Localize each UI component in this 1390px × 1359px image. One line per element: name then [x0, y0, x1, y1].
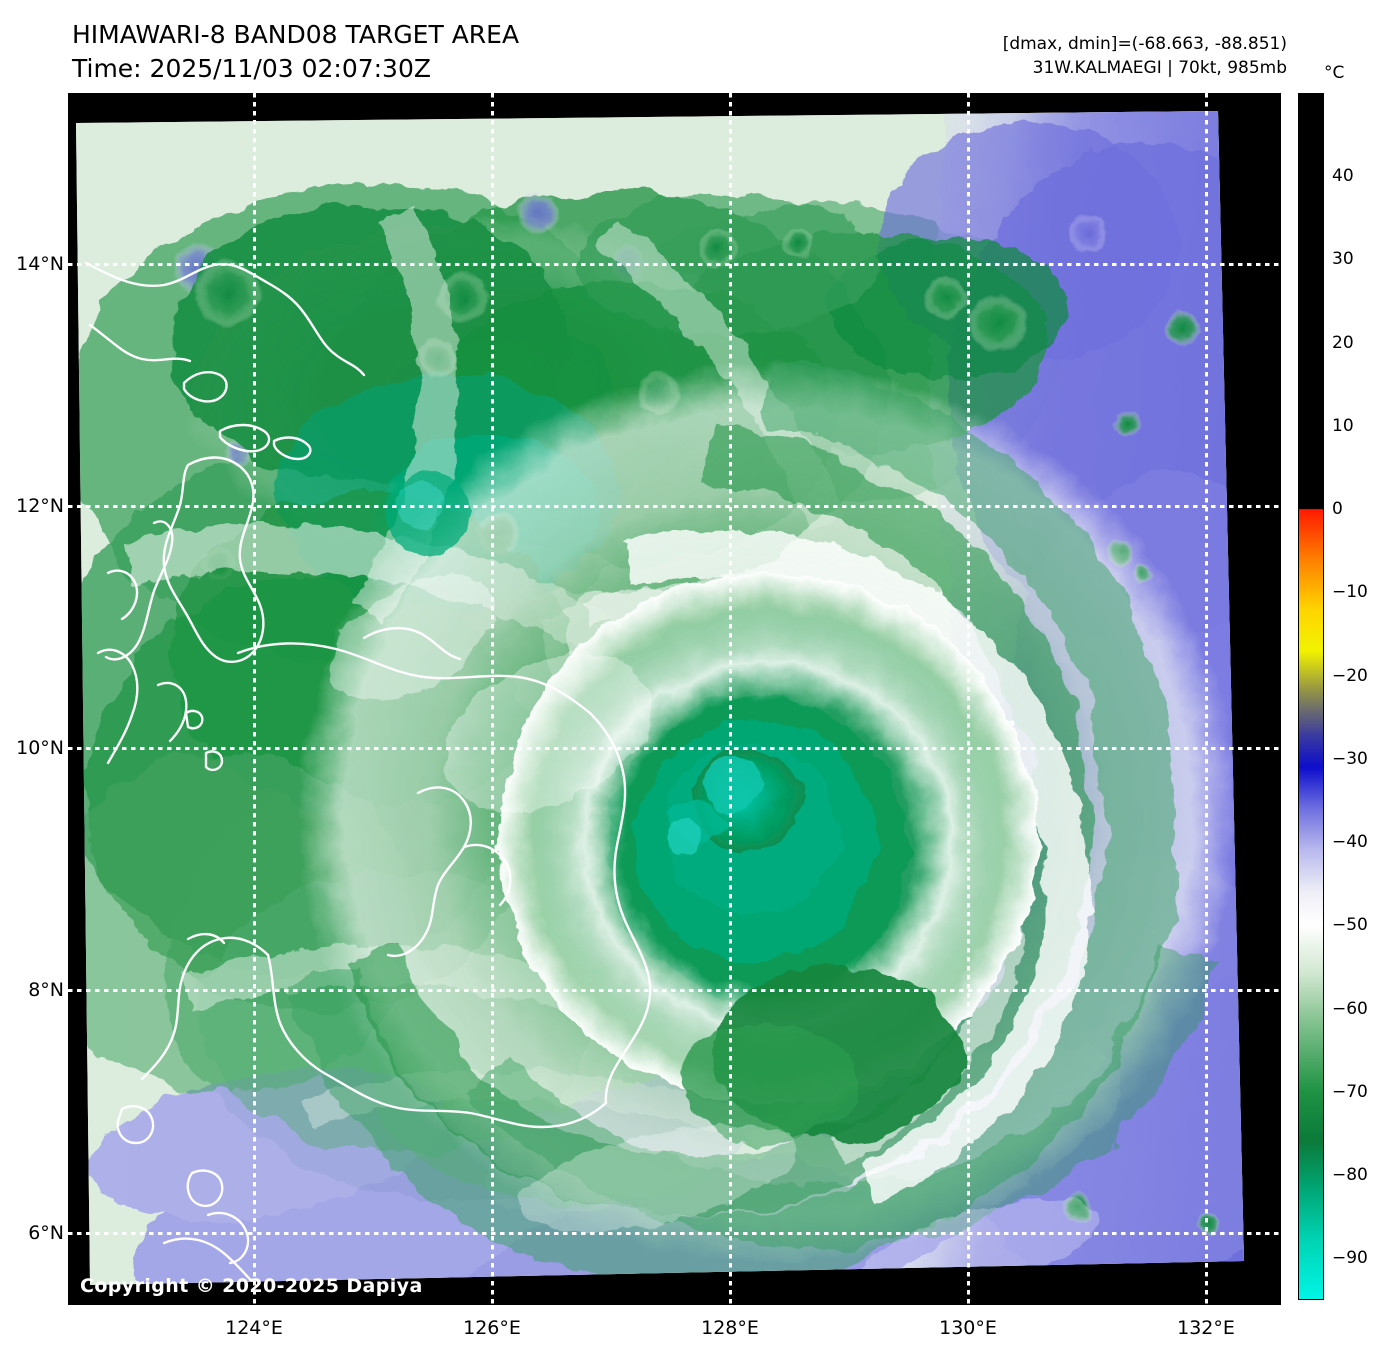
colorbar-gradient [1299, 94, 1323, 1299]
colorbar-tick-10: 10 [1332, 415, 1354, 436]
ytick-label-12N: 12°N [16, 495, 64, 517]
ytick-label-6N: 6°N [28, 1222, 64, 1244]
observation-time: Time: 2025/11/03 02:07:30Z [72, 54, 431, 83]
xtick-label-132E: 132°E [1177, 1317, 1235, 1339]
gridline-lat-12 [68, 505, 1281, 508]
colorbar-tick-40: 40 [1332, 166, 1354, 187]
satellite-imagery [68, 93, 1281, 1305]
metadata-block: [dmax, dmin]=(-68.663, -88.851) 31W.KALM… [1003, 32, 1287, 80]
dmax-dmin-label: [dmax, dmin]=(-68.663, -88.851) [1002, 34, 1287, 54]
xtick-label-130E: 130°E [939, 1317, 997, 1339]
xtick-label-126E: 126°E [463, 1317, 521, 1339]
colorbar-tick-neg10: −10 [1332, 582, 1368, 603]
colorbar-tick-neg70: −70 [1332, 1081, 1368, 1102]
colorbar[interactable] [1298, 93, 1324, 1300]
gridline-lat-8 [68, 989, 1281, 992]
gridline-lon-132 [1205, 93, 1208, 1305]
colorbar-tick-neg30: −30 [1332, 748, 1368, 769]
page-title: HIMAWARI-8 BAND08 TARGET AREA Time: 2025… [72, 18, 519, 86]
colorbar-tick-neg90: −90 [1332, 1248, 1368, 1269]
gridline-lon-128 [729, 93, 732, 1305]
gridline-lat-6 [68, 1232, 1281, 1235]
ytick-label-10N: 10°N [16, 737, 64, 759]
colorbar-tick-20: 20 [1332, 332, 1354, 353]
gridline-lat-10 [68, 747, 1281, 750]
colorbar-tick-neg80: −80 [1332, 1165, 1368, 1186]
colorbar-tick-0: 0 [1332, 499, 1343, 520]
colorbar-tick-neg40: −40 [1332, 832, 1368, 853]
colorbar-tick-neg50: −50 [1332, 915, 1368, 936]
colorbar-tick-neg60: −60 [1332, 998, 1368, 1019]
gridline-lat-14 [68, 263, 1281, 266]
copyright-notice: Copyright © 2020-2025 Dapiya [80, 1275, 423, 1297]
gridline-lon-126 [491, 93, 494, 1305]
gridline-lon-124 [253, 93, 256, 1305]
gridline-lon-130 [967, 93, 970, 1305]
colorbar-unit-label: °C [1324, 63, 1345, 83]
storm-info-label: 31W.KALMAEGI | 70kt, 985mb [1032, 58, 1287, 78]
xtick-label-124E: 124°E [225, 1317, 283, 1339]
satellite-plot-area[interactable]: Copyright © 2020-2025 Dapiya [68, 93, 1281, 1305]
xtick-label-128E: 128°E [701, 1317, 759, 1339]
ytick-label-8N: 8°N [28, 979, 64, 1001]
product-title: HIMAWARI-8 BAND08 TARGET AREA [72, 20, 520, 49]
colorbar-tick-30: 30 [1332, 249, 1354, 270]
ytick-label-14N: 14°N [16, 253, 64, 275]
colorbar-tick-neg20: −20 [1332, 665, 1368, 686]
